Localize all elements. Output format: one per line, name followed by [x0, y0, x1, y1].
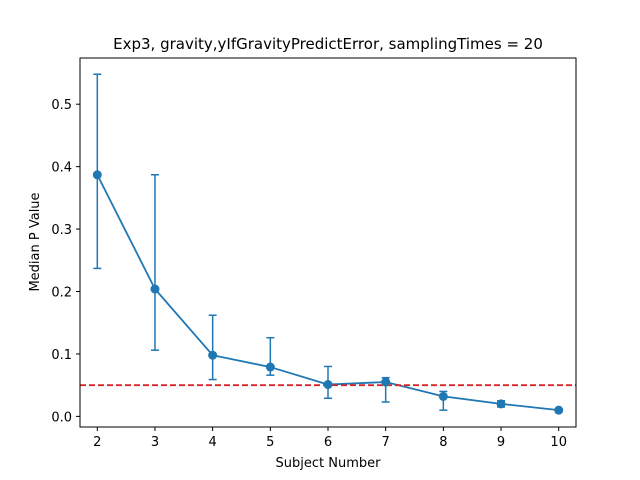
- x-tick-label: 6: [324, 435, 332, 450]
- data-point: [381, 377, 391, 387]
- x-tick-label: 7: [382, 435, 390, 450]
- x-tick-label: 5: [266, 435, 274, 450]
- y-axis-label: Median P Value: [28, 192, 43, 291]
- plot-area: [80, 73, 576, 415]
- data-point: [323, 380, 333, 390]
- data-point: [208, 350, 218, 360]
- data-point: [92, 170, 102, 180]
- y-tick-label: 0.2: [51, 286, 72, 301]
- y-tick-label: 0.5: [51, 98, 72, 113]
- y-tick-label: 0.4: [51, 161, 72, 176]
- x-axis-label: Subject Number: [276, 456, 382, 471]
- data-point: [150, 284, 160, 294]
- x-tick-label: 4: [209, 435, 217, 450]
- y-tick-label: 0.0: [51, 410, 72, 425]
- data-point: [265, 362, 275, 372]
- x-axis: 2 3 4 5 6 7 8 9 10: [93, 427, 567, 450]
- data-point: [554, 405, 564, 415]
- x-tick-label: 9: [497, 435, 505, 450]
- data-point: [438, 391, 448, 401]
- chart-title: Exp3, gravity,yIfGravityPredictError, sa…: [113, 35, 543, 53]
- x-tick-label: 3: [151, 435, 159, 450]
- y-axis: 0.0 0.1 0.2 0.3 0.4 0.5: [51, 98, 80, 425]
- x-tick-label: 8: [439, 435, 447, 450]
- x-tick-label: 10: [550, 435, 567, 450]
- y-tick-label: 0.1: [51, 348, 72, 363]
- x-tick-label: 2: [93, 435, 101, 450]
- data-point: [496, 399, 506, 409]
- y-tick-label: 0.3: [51, 223, 72, 238]
